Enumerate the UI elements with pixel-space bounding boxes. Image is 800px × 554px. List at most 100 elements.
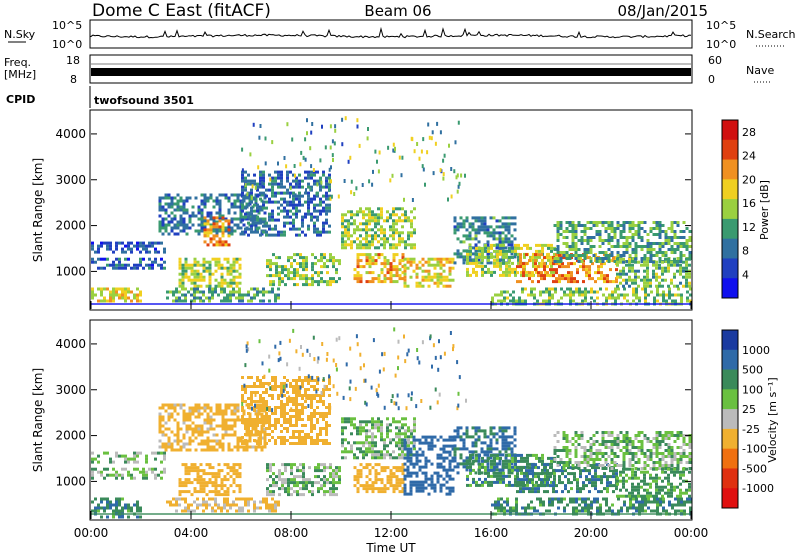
range-gate-cell — [468, 237, 472, 241]
range-gate-cell — [392, 450, 395, 454]
range-gate-cell — [556, 221, 560, 224]
range-gate-cell — [652, 263, 655, 267]
range-gate-cell — [631, 251, 635, 254]
range-gate-cell — [572, 299, 575, 303]
range-gate-cell — [538, 243, 541, 247]
range-gate-cell — [295, 215, 298, 219]
range-gate-cell — [302, 484, 305, 488]
range-gate-cell — [436, 480, 440, 484]
range-gate-cell — [223, 490, 227, 494]
range-gate-cell — [176, 220, 180, 224]
range-gate-cell — [121, 290, 124, 294]
range-gate-cell — [161, 445, 165, 449]
range-gate-cell — [310, 412, 313, 415]
range-gate-cell — [230, 433, 234, 437]
range-gate-cell — [271, 182, 274, 186]
range-gate-cell — [424, 278, 428, 282]
range-gate-cell — [280, 439, 283, 442]
range-gate-cell — [161, 406, 165, 410]
range-gate-cell — [310, 418, 313, 421]
range-gate-cell — [617, 293, 620, 297]
range-gate-cell — [121, 497, 124, 501]
range-gate-cell — [537, 280, 540, 284]
range-gate-cell — [531, 271, 534, 275]
range-gate-cell — [634, 242, 638, 245]
range-gate-cell — [214, 487, 218, 491]
range-gate-cell — [685, 260, 688, 264]
range-gate-cell — [223, 506, 226, 510]
range-gate-cell — [398, 237, 401, 241]
range-gate-cell — [512, 296, 515, 300]
range-gate-cell — [91, 247, 94, 251]
range-gate-cell — [226, 296, 229, 300]
range-gate-cell — [94, 509, 97, 513]
range-gate-cell — [284, 274, 287, 278]
range-gate-cell — [383, 237, 386, 241]
range-gate-cell — [685, 266, 688, 270]
range-gate-cell — [226, 493, 230, 497]
range-gate-cell — [517, 246, 520, 250]
range-gate-cell — [650, 290, 653, 294]
range-gate-cell — [294, 173, 296, 178]
range-gate-cell — [148, 250, 151, 254]
range-gate-cell — [567, 274, 570, 278]
range-gate-cell — [214, 472, 218, 476]
range-gate-cell — [136, 467, 139, 471]
range-gate-cell — [580, 230, 584, 233]
range-gate-cell — [283, 230, 286, 234]
range-gate-cell — [244, 500, 247, 504]
range-gate-cell — [298, 203, 301, 207]
range-gate-cell — [278, 274, 281, 278]
range-gate-cell — [510, 435, 514, 439]
range-gate-cell — [310, 421, 313, 424]
range-gate-cell — [433, 486, 437, 490]
range-gate-cell — [538, 261, 541, 265]
range-gate-cell — [535, 249, 538, 253]
range-gate-cell — [208, 281, 212, 285]
range-gate-cell — [320, 256, 323, 260]
range-gate-cell — [580, 224, 584, 227]
range-gate-cell — [200, 412, 204, 416]
range-gate-cell — [368, 484, 372, 488]
range-gate-cell — [178, 290, 181, 294]
range-gate-cell — [577, 248, 581, 251]
range-gate-cell — [401, 453, 404, 457]
range-gate-cell — [631, 221, 635, 224]
range-gate-cell — [277, 218, 280, 222]
range-gate-cell — [208, 290, 211, 294]
range-gate-cell — [127, 257, 130, 261]
range-gate-cell — [389, 481, 393, 485]
range-gate-cell — [593, 290, 596, 294]
range-gate-cell — [319, 233, 322, 237]
range-gate-cell — [462, 444, 466, 448]
range-gate-cell — [136, 296, 139, 300]
cpid-value: twofsound 3501 — [94, 94, 194, 107]
range-gate-cell — [272, 493, 275, 497]
range-gate-cell — [121, 296, 124, 300]
range-gate-cell — [161, 442, 165, 446]
range-gate-cell — [401, 426, 404, 430]
range-gate-cell — [567, 280, 570, 284]
range-gate-cell — [241, 400, 244, 403]
range-gate-cell — [448, 465, 452, 469]
range-gate-cell — [442, 275, 446, 279]
range-gate-cell — [229, 278, 233, 282]
range-gate-cell — [341, 222, 344, 226]
range-gate-cell — [287, 256, 290, 260]
range-gate-cell — [242, 448, 246, 452]
range-gate-cell — [374, 423, 377, 427]
range-gate-cell — [313, 394, 316, 397]
range-gate-cell — [395, 475, 399, 479]
range-gate-cell — [409, 263, 413, 267]
range-gate-cell — [365, 463, 369, 467]
range-gate-cell — [349, 155, 352, 160]
range-gate-cell — [371, 237, 374, 241]
range-gate-cell — [333, 141, 336, 146]
range-gate-cell — [292, 391, 295, 394]
range-gate-cell — [582, 262, 585, 266]
range-gate-cell — [486, 261, 490, 265]
range-gate-cell — [380, 432, 383, 436]
range-gate-cell — [679, 266, 682, 270]
range-gate-cell — [118, 293, 121, 297]
range-gate-cell — [291, 137, 294, 142]
